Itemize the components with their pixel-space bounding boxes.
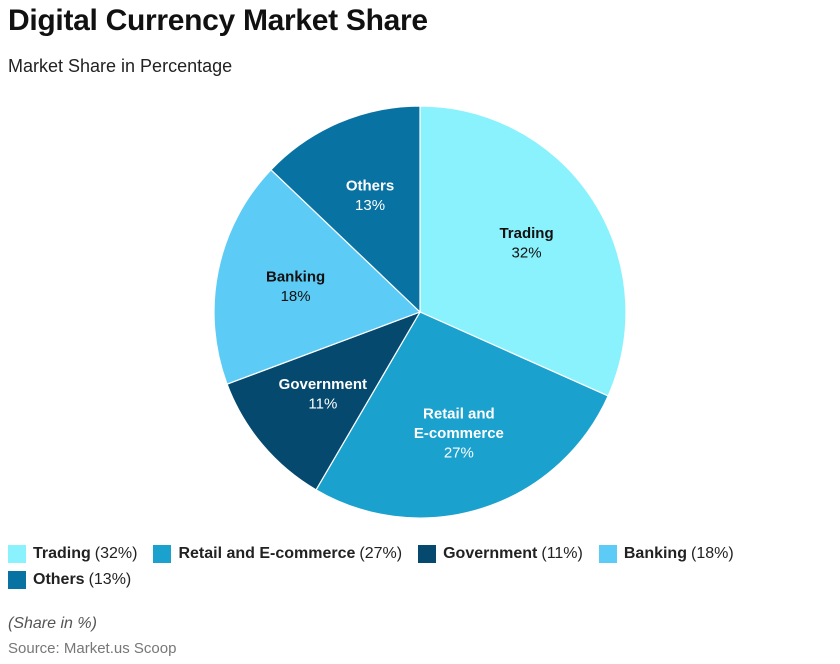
slice-label-government: Government 11% xyxy=(279,376,367,413)
legend-item-banking: Banking (18%) xyxy=(598,543,734,565)
legend-item-others: Others (13%) xyxy=(8,569,131,591)
legend-label: Others xyxy=(33,571,85,588)
source-credit: Source: Market.us Scoop xyxy=(8,640,177,657)
legend-swatch xyxy=(8,571,26,589)
legend-value: (18%) xyxy=(690,545,734,562)
legend-value: (32%) xyxy=(94,545,138,562)
legend-value: (27%) xyxy=(359,545,403,562)
legend-item-retail-and-e-commerce: Retail and E-commerce (27%) xyxy=(153,543,402,565)
legend-swatch xyxy=(153,545,172,563)
units-note: (Share in %) xyxy=(8,615,97,632)
legend-value: (11%) xyxy=(541,545,583,562)
legend-label: Trading xyxy=(33,545,91,562)
slice-label-banking: Banking 18% xyxy=(266,269,325,306)
pie-chart: Trading 32% Retail and E-commerce 27% Governm… xyxy=(213,105,627,519)
chart-title: Digital Currency Market Share xyxy=(8,4,428,37)
pie-slice-trading xyxy=(419,105,627,397)
chart-legend: Trading (32%) Retail and E-commerce (27%) Go… xyxy=(8,543,828,591)
legend-value: (13%) xyxy=(88,571,132,588)
legend-label: Retail and E-commerce xyxy=(178,545,356,562)
slice-label-retail-and-e-commerce: Retail and E-commerce 27% xyxy=(414,405,504,461)
slice-label-trading: Trading 32% xyxy=(499,225,553,262)
legend-swatch xyxy=(598,545,617,563)
slice-label-others: Others 13% xyxy=(346,177,394,214)
chart-subtitle: Market Share in Percentage xyxy=(8,56,233,76)
legend-label: Banking xyxy=(623,545,687,562)
legend-label: Government xyxy=(443,545,538,562)
pie-slice-banking xyxy=(213,168,422,385)
pie-slice-retail-and-e-commerce xyxy=(315,311,609,519)
legend-swatch xyxy=(8,545,26,563)
legend-item-government: Government (11%) xyxy=(418,543,583,565)
pie-slice-others xyxy=(270,105,421,314)
legend-swatch xyxy=(418,545,437,563)
pie-slice-government xyxy=(226,310,422,491)
legend-item-trading: Trading (32%) xyxy=(8,543,137,565)
